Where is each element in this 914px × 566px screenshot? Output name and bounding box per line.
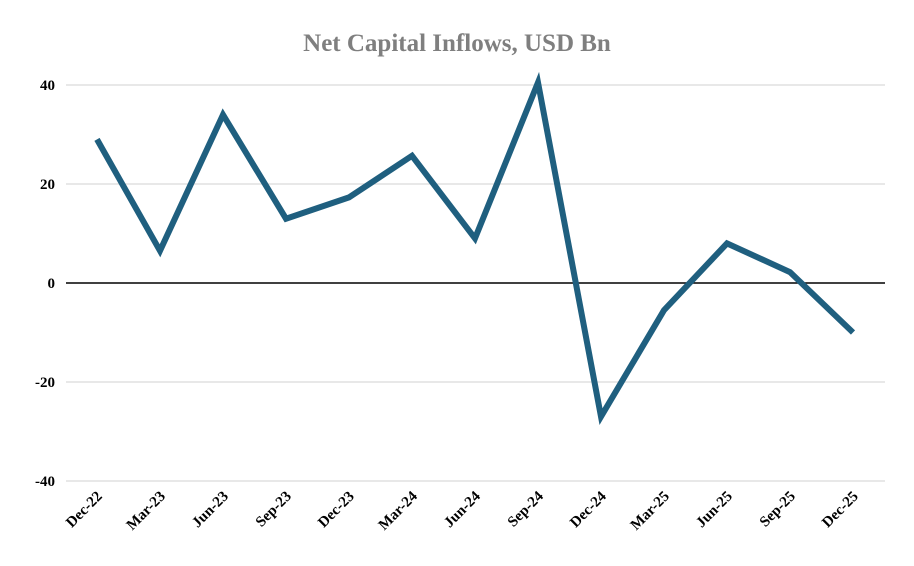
x-tick-label: Sep-24 — [505, 488, 547, 530]
series-layer — [94, 71, 856, 425]
x-axis-tick-labels: Dec-22 Mar-23 Jun-23 Sep-23 Dec-23 Mar-24 Jun-… — [63, 488, 862, 533]
x-tick-label: Sep-23 — [253, 489, 295, 531]
x-tick-label: Jun-25 — [693, 489, 736, 532]
x-tick-label: Mar-23 — [124, 489, 169, 534]
y-tick-label: 40 — [40, 78, 55, 94]
x-tick-label: Dec-23 — [315, 489, 358, 532]
x-tick-label: Dec-25 — [819, 489, 862, 532]
x-tick-label: Mar-25 — [628, 489, 673, 534]
gridlines — [66, 84, 885, 482]
y-axis-tick-labels: 40 20 0 -20 -40 — [35, 78, 55, 490]
chart-title: Net Capital Inflows, USD Bn — [303, 30, 611, 57]
y-tick-label: -20 — [35, 375, 55, 391]
x-tick-label: Jun-24 — [441, 488, 484, 531]
x-tick-label: Mar-24 — [376, 488, 421, 533]
y-tick-label: -40 — [35, 474, 55, 490]
x-tick-label: Jun-23 — [189, 489, 232, 532]
y-tick-label: 20 — [40, 177, 55, 193]
series-line — [94, 71, 856, 425]
y-tick-label: 0 — [48, 276, 56, 292]
x-tick-label: Dec-24 — [567, 488, 610, 531]
x-tick-label: Sep-25 — [757, 489, 799, 531]
x-tick-label: Dec-22 — [63, 489, 106, 532]
